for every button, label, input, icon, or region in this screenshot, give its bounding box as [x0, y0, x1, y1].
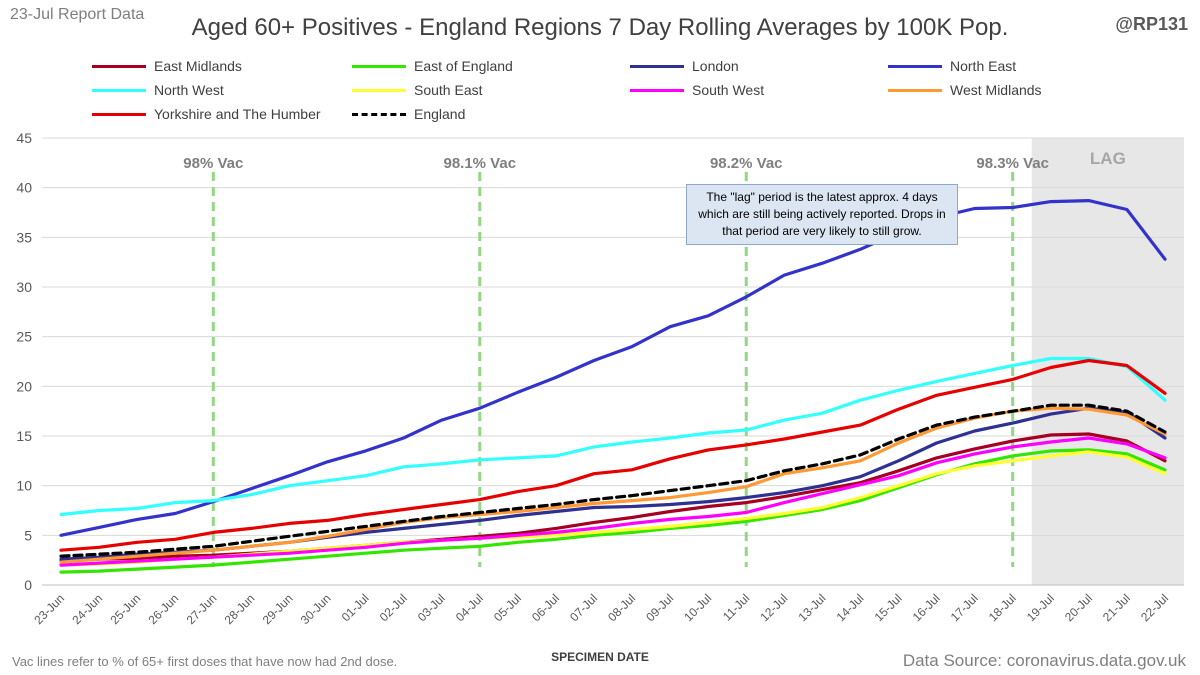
y-tick-label: 10: [16, 478, 32, 494]
x-tick-label: 06-Jul: [529, 591, 562, 624]
legend-swatch: [92, 112, 146, 116]
x-tick-label: 17-Jul: [948, 591, 981, 624]
legend-label: London: [692, 58, 739, 74]
legend-swatch: [630, 64, 684, 68]
x-tick-label: 01-Jul: [339, 591, 372, 624]
y-tick-label: 25: [16, 329, 32, 345]
x-tick-label: 10-Jul: [681, 591, 714, 624]
legend-swatch: [92, 64, 146, 68]
series-line-north-west: [59, 356, 1167, 517]
series-line-south-west: [59, 436, 1167, 567]
y-tick-label: 40: [16, 180, 32, 196]
y-tick-label: 35: [16, 229, 32, 245]
legend-item: East Midlands: [92, 58, 242, 74]
legend-item: South West: [630, 82, 764, 98]
legend-swatch: [352, 64, 406, 68]
x-tick-label: 11-Jul: [720, 591, 752, 623]
legend-item: South East: [352, 82, 483, 98]
legend-item: East of England: [352, 58, 513, 74]
legend-swatch: [888, 64, 942, 68]
x-tick-label: 22-Jul: [1138, 591, 1171, 624]
y-tick-label: 0: [24, 577, 32, 593]
legend-item: England: [352, 106, 465, 122]
data-source: Data Source: coronavirus.data.gov.uk: [902, 651, 1186, 670]
chart-legend: East Midlands East of England London North …: [0, 58, 1200, 130]
legend-item: West Midlands: [888, 82, 1042, 98]
x-tick-label: 08-Jul: [605, 591, 638, 624]
y-tick-label: 45: [16, 130, 32, 146]
y-tick-label: 15: [16, 428, 32, 444]
x-tick-label: 04-Jul: [453, 591, 486, 624]
x-tick-label: 26-Jun: [146, 591, 182, 627]
vac-line-label: 98% Vac: [183, 155, 243, 172]
series-line-yorkshire-and-the-humber: [59, 358, 1167, 552]
legend-swatch: [92, 88, 146, 92]
series-line-west-midlands: [59, 406, 1167, 564]
lag-annotation-box: The "lag" period is the latest approx. 4…: [686, 184, 958, 245]
x-tick-label: 05-Jul: [491, 591, 524, 624]
legend-label: England: [414, 106, 466, 122]
legend-label: West Midlands: [950, 82, 1042, 98]
x-tick-label: 27-Jun: [184, 591, 220, 627]
chart-title: Aged 60+ Positives - England Regions 7 D…: [191, 14, 1009, 41]
legend-label: East of England: [414, 58, 513, 74]
legend-label: East Midlands: [154, 58, 242, 74]
legend-swatch: [888, 88, 942, 92]
legend-swatch: [352, 112, 406, 116]
legend-swatch: [630, 88, 684, 92]
series-line-east-of-england: [59, 448, 1167, 574]
legend-item: North East: [888, 58, 1016, 74]
legend-label: North West: [154, 82, 224, 98]
x-tick-label: 28-Jun: [222, 591, 258, 627]
x-tick-label: 15-Jul: [872, 591, 905, 624]
legend-item: Yorkshire and The Humber: [92, 106, 321, 122]
x-tick-label: 07-Jul: [567, 591, 600, 624]
report-date-label: 23-Jul Report Data: [10, 6, 145, 23]
x-tick-label: 25-Jun: [107, 591, 143, 627]
series-line-north-east: [59, 199, 1167, 537]
vac-lines-note: Vac lines refer to % of 65+ first doses …: [12, 654, 398, 669]
x-tick-label: 13-Jul: [795, 591, 828, 624]
legend-item: North West: [92, 82, 224, 98]
y-tick-label: 30: [16, 279, 32, 295]
x-tick-label: 12-Jul: [757, 591, 790, 624]
y-tick-label: 20: [16, 378, 32, 394]
vac-line-label: 98.3% Vac: [976, 155, 1049, 172]
x-tick-label: 29-Jun: [260, 591, 296, 627]
x-tick-label: 03-Jul: [415, 591, 448, 624]
legend-item: London: [630, 58, 739, 74]
lag-label: LAG: [1090, 149, 1126, 168]
legend-label: North East: [950, 58, 1017, 74]
x-tick-label: 23-Jun: [31, 591, 67, 627]
x-tick-label: 21-Jul: [1100, 591, 1133, 624]
y-tick-label: 5: [24, 527, 32, 543]
series-line-england: [59, 403, 1167, 558]
x-tick-label: 14-Jul: [834, 591, 867, 624]
x-tick-label: 09-Jul: [643, 591, 676, 624]
vac-line-label: 98.2% Vac: [710, 155, 783, 172]
x-tick-label: 18-Jul: [986, 591, 1019, 624]
x-tick-label: 16-Jul: [910, 591, 943, 624]
legend-label: South East: [414, 82, 483, 98]
legend-swatch: [352, 88, 406, 92]
x-tick-label: 24-Jun: [69, 591, 105, 627]
x-axis-label: SPECIMEN DATE: [551, 650, 649, 664]
legend-label: Yorkshire and The Humber: [154, 106, 321, 122]
vac-line-label: 98.1% Vac: [443, 155, 516, 172]
x-tick-label: 30-Jun: [298, 591, 334, 627]
x-tick-label: 19-Jul: [1024, 591, 1057, 624]
author-handle: @RP131: [1115, 14, 1188, 34]
x-tick-label: 20-Jul: [1062, 591, 1095, 624]
legend-label: South West: [692, 82, 765, 98]
series-line-london: [59, 406, 1167, 561]
x-tick-label: 02-Jul: [377, 591, 410, 624]
